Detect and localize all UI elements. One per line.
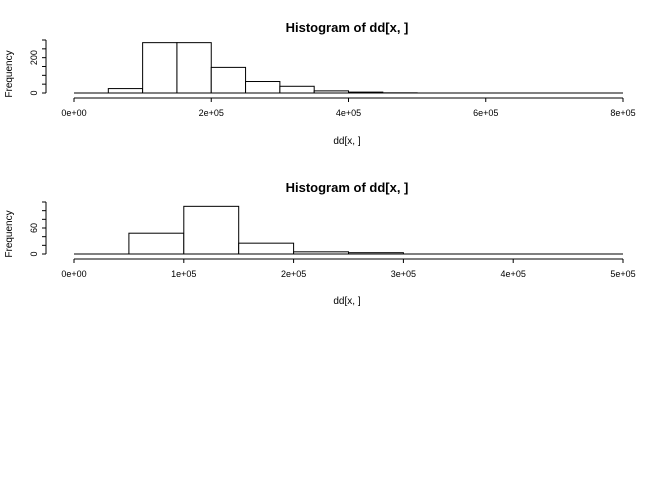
histogram-bar [183,205,240,255]
histogram-bar [210,66,247,94]
histogram-bar [348,252,404,255]
histogram-panel-2: Histogram of dd[x, ] dd[x, ] Frequency 0… [4,180,636,307]
x-tick-label: 4e+05 [501,269,526,279]
y-tick-label: 0 [29,251,39,256]
x-tick-label: 3e+05 [391,269,416,279]
x-tick-label: 2e+05 [281,269,306,279]
histogram-bar [142,42,178,94]
x-tick-label: 1e+05 [171,269,196,279]
histogram-bar [279,85,315,94]
histogram-bar [245,81,281,94]
x-axis-label: dd[x, ] [333,136,360,147]
x-tick-label: 8e+05 [610,108,635,118]
x-axis-label: dd[x, ] [333,296,360,307]
y-tick-label: 60 [29,223,39,233]
y-axis-label: Frequency [4,210,15,257]
histogram-bar [176,42,212,94]
histogram-panel-1: Histogram of dd[x, ] dd[x, ] Frequency 0… [4,20,636,147]
histogram-bar [238,242,295,255]
x-tick-label: 0e+00 [61,108,86,118]
x-axis: 0e+00 2e+05 4e+05 6e+05 8e+05 [61,97,636,118]
x-tick-label: 6e+05 [473,108,498,118]
y-tick-label: 0 [29,90,39,95]
x-tick-label: 5e+05 [610,269,635,279]
x-axis: 0e+00 1e+05 2e+05 3e+05 4e+05 5e+05 [61,258,636,279]
chart-title: Histogram of dd[x, ] [286,20,409,35]
histogram-bar [313,90,349,94]
x-tick-label: 0e+00 [61,269,86,279]
x-tick-label: 2e+05 [199,108,224,118]
histogram-bar [348,91,384,94]
y-tick-label: 200 [29,50,39,65]
x-tick-label: 4e+05 [336,108,361,118]
histogram-bar [128,232,185,255]
histogram-bar [293,251,350,255]
bars [74,42,623,94]
chart-title: Histogram of dd[x, ] [286,180,409,195]
y-axis: 0 60 [29,201,47,257]
bars [74,205,623,255]
histogram-bar [107,88,144,94]
y-axis: 0 200 [29,39,47,96]
y-axis-label: Frequency [4,50,15,97]
